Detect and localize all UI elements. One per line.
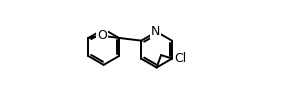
Text: O: O (97, 29, 107, 42)
Text: Cl: Cl (175, 52, 187, 65)
Text: N: N (151, 25, 160, 38)
